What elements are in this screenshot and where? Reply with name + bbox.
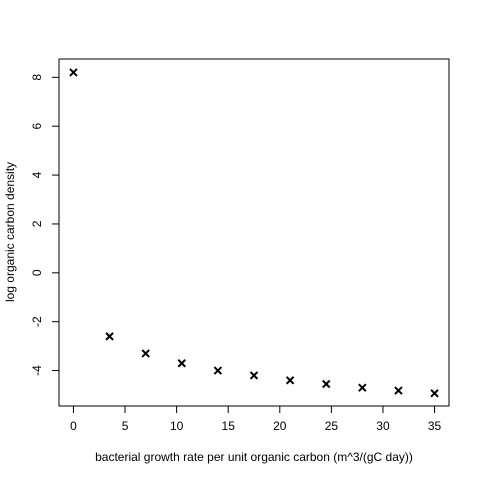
data-point xyxy=(105,332,114,341)
x-tick-label: 25 xyxy=(325,419,339,433)
x-tick-label: 20 xyxy=(273,419,287,433)
y-tick-label: 2 xyxy=(30,220,44,227)
y-tick-label: 0 xyxy=(30,269,44,276)
y-tick-label: 4 xyxy=(30,171,44,178)
x-tick-label: 30 xyxy=(376,419,390,433)
data-points xyxy=(69,68,439,398)
x-tick-label: 0 xyxy=(70,419,77,433)
x-axis: 0 5 10 15 20 25 30 35 xyxy=(70,405,442,433)
data-point xyxy=(322,379,331,389)
data-point xyxy=(69,68,78,77)
y-axis-title: log organic carbon density xyxy=(3,162,17,302)
data-point xyxy=(430,389,439,398)
data-point xyxy=(141,349,150,358)
x-tick-label: 15 xyxy=(222,419,236,433)
data-point xyxy=(394,386,403,395)
data-point xyxy=(285,376,295,385)
data-point xyxy=(177,359,186,368)
data-point xyxy=(358,383,367,392)
y-tick-label: -2 xyxy=(30,316,44,327)
y-tick-label: 6 xyxy=(30,123,44,130)
x-tick-label: 35 xyxy=(428,419,442,433)
data-point xyxy=(249,371,259,380)
y-axis: -4 -2 0 2 4 6 8 xyxy=(30,74,60,376)
data-point xyxy=(213,366,223,375)
x-axis-title: bacterial growth rate per unit organic c… xyxy=(95,450,413,464)
x-tick-label: 10 xyxy=(170,419,184,433)
y-tick-label: 8 xyxy=(30,74,44,81)
plot-frame xyxy=(58,58,450,407)
x-tick-label: 5 xyxy=(122,419,129,433)
y-tick-label: -4 xyxy=(30,365,44,376)
